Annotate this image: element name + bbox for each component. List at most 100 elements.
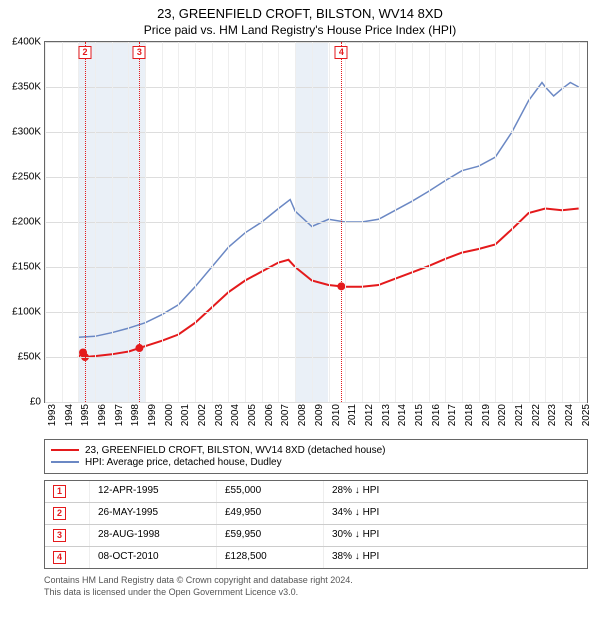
x-axis-label: 2000 [162, 402, 175, 426]
table-row: 1 12-APR-1995£55,00028% ↓ HPI [45, 481, 587, 502]
y-axis-label: £250K [12, 171, 45, 182]
table-cell-note: 34% ↓ HPI [324, 503, 450, 524]
x-axis-label: 2007 [278, 402, 291, 426]
sales-table: 1 12-APR-1995£55,00028% ↓ HPI 2 26-MAY-1995… [44, 480, 588, 569]
gridline-v [545, 42, 546, 402]
x-axis-label: 1997 [112, 402, 125, 426]
table-row: 4 08-OCT-2010£128,50038% ↓ HPI [45, 546, 587, 568]
x-axis-label: 2002 [195, 402, 208, 426]
table-cell-note: 28% ↓ HPI [324, 481, 450, 502]
gridline-h [45, 267, 587, 268]
gridline-v [162, 42, 163, 402]
gridline-v [45, 42, 46, 402]
sale-marker-line [85, 42, 86, 402]
x-axis-label: 2025 [579, 402, 592, 426]
x-axis-label: 1995 [78, 402, 91, 426]
gridline-v [212, 42, 213, 402]
legend-label: 23, GREENFIELD CROFT, BILSTON, WV14 8XD … [85, 445, 385, 456]
gridline-h [45, 222, 587, 223]
gridline-v [95, 42, 96, 402]
table-cell-price: £55,000 [217, 481, 324, 502]
gridline-v [562, 42, 563, 402]
x-axis-label: 2020 [495, 402, 508, 426]
gridline-v [379, 42, 380, 402]
chart-legend: 23, GREENFIELD CROFT, BILSTON, WV14 8XD … [44, 439, 588, 474]
table-cell-note: 38% ↓ HPI [324, 547, 450, 568]
x-axis-label: 1994 [62, 402, 75, 426]
x-axis-label: 2018 [462, 402, 475, 426]
gridline-h [45, 87, 587, 88]
sale-number-box: 1 [53, 485, 66, 498]
footer-line-2: This data is licensed under the Open Gov… [44, 587, 588, 599]
sale-number-box: 2 [53, 507, 66, 520]
table-cell-price: £128,500 [217, 547, 324, 568]
gridline-v [345, 42, 346, 402]
sale-marker-line [139, 42, 140, 402]
x-axis-label: 2022 [529, 402, 542, 426]
table-cell-date: 12-APR-1995 [90, 481, 217, 502]
x-axis-label: 2023 [545, 402, 558, 426]
y-axis-label: £100K [12, 306, 45, 317]
table-cell-n: 1 [45, 481, 90, 502]
y-axis-label: £350K [12, 81, 45, 92]
table-cell-price: £49,950 [217, 503, 324, 524]
legend-swatch [51, 449, 79, 451]
x-axis-label: 1993 [45, 402, 58, 426]
gridline-v [362, 42, 363, 402]
table-cell-price: £59,950 [217, 525, 324, 546]
gridline-v [195, 42, 196, 402]
x-axis-label: 1998 [128, 402, 141, 426]
gridline-v [495, 42, 496, 402]
gridline-v [278, 42, 279, 402]
gridline-h [45, 132, 587, 133]
gridline-v [462, 42, 463, 402]
sale-marker-line [341, 42, 342, 402]
x-axis-label: 2021 [512, 402, 525, 426]
gridline-v [62, 42, 63, 402]
x-axis-label: 2017 [445, 402, 458, 426]
gridline-v [262, 42, 263, 402]
table-cell-date: 26-MAY-1995 [90, 503, 217, 524]
table-row: 2 26-MAY-1995£49,95034% ↓ HPI [45, 502, 587, 524]
y-axis-label: £0 [30, 396, 45, 407]
x-axis-label: 2024 [562, 402, 575, 426]
legend-row: 23, GREENFIELD CROFT, BILSTON, WV14 8XD … [51, 445, 581, 456]
gridline-h [45, 312, 587, 313]
gridline-h [45, 42, 587, 43]
gridline-v [429, 42, 430, 402]
gridline-h [45, 177, 587, 178]
sale-number-box: 4 [53, 551, 66, 564]
x-axis-label: 2011 [345, 402, 358, 426]
x-axis-label: 2004 [228, 402, 241, 426]
x-axis-label: 2005 [245, 402, 258, 426]
y-axis-label: £400K [12, 36, 45, 47]
table-cell-date: 08-OCT-2010 [90, 547, 217, 568]
gridline-v [178, 42, 179, 402]
price-chart: £0£50K£100K£150K£200K£250K£300K£350K£400… [44, 41, 588, 403]
x-axis-label: 2010 [329, 402, 342, 426]
gridline-v [245, 42, 246, 402]
table-cell-date: 28-AUG-1998 [90, 525, 217, 546]
footer-line-1: Contains HM Land Registry data © Crown c… [44, 575, 588, 587]
sale-marker-box: 3 [133, 46, 146, 59]
gridline-v [128, 42, 129, 402]
page-title: 23, GREENFIELD CROFT, BILSTON, WV14 8XD [0, 0, 600, 23]
table-cell-n: 4 [45, 547, 90, 568]
x-axis-label: 1999 [145, 402, 158, 426]
y-axis-label: £150K [12, 261, 45, 272]
x-axis-label: 2016 [429, 402, 442, 426]
gridline-v [228, 42, 229, 402]
gridline-v [445, 42, 446, 402]
page-subtitle: Price paid vs. HM Land Registry's House … [0, 23, 600, 41]
footer-note: Contains HM Land Registry data © Crown c… [44, 575, 588, 598]
x-axis-label: 1996 [95, 402, 108, 426]
gridline-v [295, 42, 296, 402]
x-axis-label: 2013 [379, 402, 392, 426]
table-row: 328-AUG-1998£59,95030% ↓ HPI [45, 524, 587, 546]
gridline-v [312, 42, 313, 402]
x-axis-label: 2014 [395, 402, 408, 426]
x-axis-label: 2009 [312, 402, 325, 426]
x-axis-label: 2012 [362, 402, 375, 426]
sale-marker-box: 4 [335, 46, 348, 59]
x-axis-label: 2015 [412, 402, 425, 426]
